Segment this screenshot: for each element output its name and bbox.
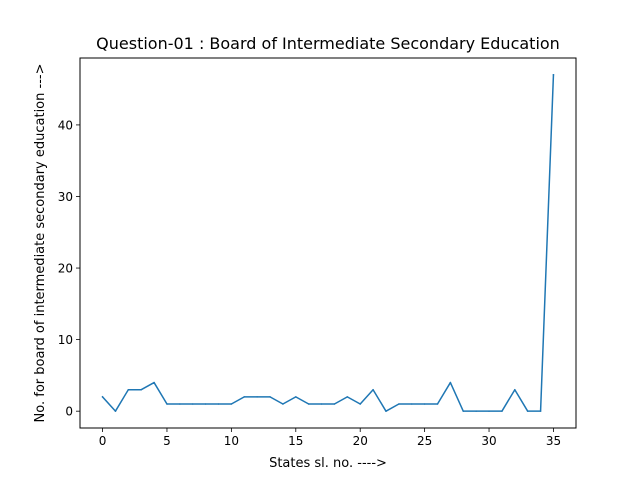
data-point [539,410,542,412]
data-point [282,403,284,405]
data-point [436,403,439,405]
x-tick-label: 0 [99,434,107,448]
y-tick-label: 0 [65,405,73,419]
data-point [501,410,503,412]
data-point [243,396,246,398]
x-tick-label: 15 [288,434,303,448]
data-point [153,381,155,384]
series-line [101,74,555,412]
y-tick-label: 20 [58,262,73,276]
data-point [359,403,361,405]
data-point [114,410,117,412]
data-point [320,403,323,405]
y-tick-label: 40 [58,118,73,132]
data-point [140,388,142,391]
data-point [423,403,426,405]
data-point [552,74,555,76]
data-point [307,403,310,405]
data-point [269,396,271,398]
data-point [462,410,465,412]
data-point [475,410,477,412]
data-point [295,396,297,398]
data-point [488,410,490,412]
x-tick-label: 10 [224,434,239,448]
x-tick-label: 30 [481,434,496,448]
x-tick-label: 20 [353,434,368,448]
plot-frame [79,57,577,429]
chart-title: Question-01 : Board of Intermediate Seco… [96,34,560,53]
data-point [191,403,194,405]
y-tick-label: 10 [58,333,73,347]
y-axis-label: No. for board of intermediate secondary … [33,64,48,423]
x-axis-label: States sl. no. ----> [269,456,387,471]
x-tick-label: 35 [546,434,561,448]
data-point [514,388,516,391]
data-point [179,403,181,405]
data-point [127,388,130,391]
data-point [449,381,452,384]
data-point [385,410,387,412]
x-tick-label: 25 [417,434,432,448]
data-point [398,403,400,405]
data-point [333,403,336,405]
data-point [230,403,233,405]
data-point [204,403,207,405]
data-point [372,388,374,391]
y-tick-label: 30 [58,190,73,204]
data-point [166,403,168,405]
x-tick-label: 5 [163,434,171,448]
data-point [256,396,258,398]
data-point [410,403,413,405]
data-point [217,403,220,405]
data-point [346,396,349,398]
data-point [526,410,529,412]
data-point [101,396,104,398]
